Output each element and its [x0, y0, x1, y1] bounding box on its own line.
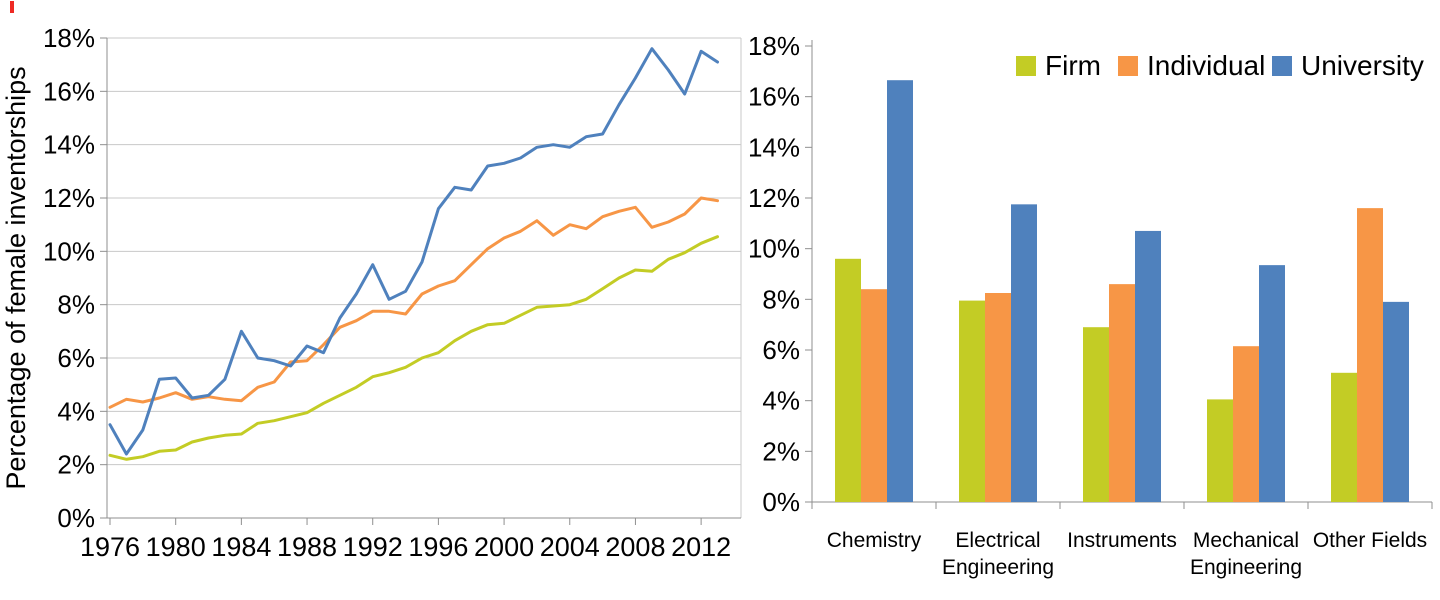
x-tick-label: 1996 — [408, 532, 468, 562]
category-label: Engineering — [1190, 556, 1302, 579]
bar-chart: 0% 2% 4% 6% 8% 10% 12% 14% 16% 18% Chemistry Electr… — [748, 31, 1433, 579]
bar-firm-other-fields — [1331, 372, 1357, 502]
x-tick-label: 1992 — [343, 532, 403, 562]
legend-item-individual: Individual — [1118, 48, 1265, 84]
bar-university-mechanical-engineering — [1259, 265, 1285, 502]
bar-individual-mechanical-engineering — [1233, 346, 1259, 502]
bar-university-other-fields — [1383, 301, 1409, 502]
category-label: Mechanical — [1193, 529, 1299, 552]
category-label: Electrical — [955, 529, 1040, 552]
series-line-individual — [108, 196, 719, 409]
bar-firm-electrical-engineering — [959, 300, 985, 502]
firm-swatch-icon — [1016, 56, 1036, 76]
bar-university-electrical-engineering — [1011, 204, 1037, 503]
y-tick-label: 6% — [57, 343, 95, 373]
y-tick-label: 0% — [762, 487, 800, 517]
x-tick-label: 1988 — [277, 532, 337, 562]
legend-item-firm: Firm — [1016, 48, 1101, 84]
stray-red-mark — [10, 1, 14, 13]
y-axis-title: Percentage of female inventorships — [1, 66, 31, 489]
y-tick-label: 0% — [57, 503, 95, 533]
y-tick-label: 14% — [748, 132, 800, 162]
bar-firm-mechanical-engineering — [1207, 399, 1233, 502]
bar-individual-chemistry — [861, 289, 887, 502]
x-tick-label: 1980 — [146, 532, 206, 562]
bar-individual-instruments — [1109, 284, 1135, 502]
y-tick-label: 12% — [748, 183, 800, 213]
legend-item-university: University — [1272, 48, 1424, 84]
legend-label-university: University — [1301, 50, 1424, 81]
bar-firm-instruments — [1083, 327, 1109, 502]
y-tick-label: 2% — [762, 436, 800, 466]
x-tick-label: 1984 — [211, 532, 271, 562]
y-tick-label: 8% — [762, 284, 800, 314]
category-label: Engineering — [942, 556, 1054, 579]
category-label: Other Fields — [1313, 529, 1427, 552]
y-tick-label: 8% — [57, 290, 95, 320]
y-tick-label: 2% — [57, 450, 95, 480]
category-label: Instruments — [1067, 529, 1177, 552]
y-tick-label: 10% — [748, 234, 800, 264]
bar-university-instruments — [1135, 230, 1161, 502]
y-tick-label: 4% — [57, 396, 95, 426]
y-tick-label: 4% — [762, 386, 800, 416]
x-tick-label: 1976 — [80, 532, 140, 562]
y-tick-label: 12% — [43, 183, 95, 213]
bar-university-chemistry — [887, 80, 913, 502]
x-tick-label: 2008 — [605, 532, 665, 562]
bar-individual-electrical-engineering — [985, 293, 1011, 502]
category-label: Chemistry — [827, 529, 922, 552]
line-chart: 0% 2% 4% 6% 8% 10% 12% 14% 16% 18% 1976 1980 1984 198… — [1, 23, 742, 562]
y-tick-label: 18% — [748, 31, 800, 61]
legend-label-firm: Firm — [1045, 50, 1101, 81]
y-tick-label: 16% — [43, 76, 95, 106]
individual-swatch-icon — [1118, 56, 1138, 76]
bar-firm-chemistry — [835, 258, 861, 502]
series-line-firm — [108, 235, 719, 461]
y-tick-label: 6% — [762, 335, 800, 365]
x-tick-label: 2000 — [474, 532, 534, 562]
series-line-university — [108, 47, 719, 456]
x-tick-label: 2012 — [671, 532, 731, 562]
legend-label-individual: Individual — [1147, 50, 1266, 81]
y-tick-label: 16% — [748, 82, 800, 112]
y-tick-label: 10% — [43, 236, 95, 266]
y-tick-label: 18% — [43, 23, 95, 53]
x-tick-label: 2004 — [540, 532, 600, 562]
y-tick-label: 14% — [43, 130, 95, 160]
university-swatch-icon — [1272, 56, 1292, 76]
bar-individual-other-fields — [1357, 208, 1383, 502]
